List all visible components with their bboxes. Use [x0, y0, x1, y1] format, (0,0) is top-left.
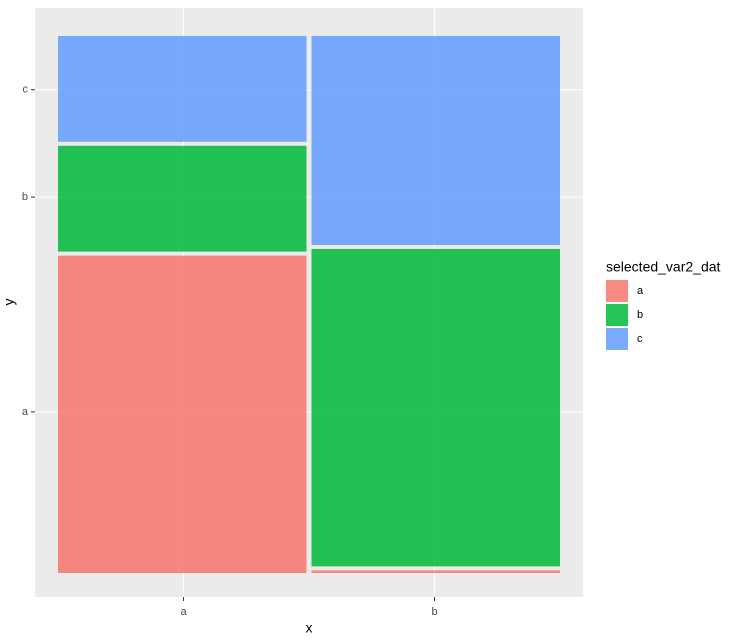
x-tick-label: a — [180, 606, 187, 618]
mosaic-tile — [58, 145, 307, 252]
legend-label: c — [637, 333, 643, 345]
mosaic-tile — [58, 255, 307, 573]
y-tick-label: c — [23, 84, 29, 96]
legend-key — [606, 280, 628, 302]
y-axis-title: y — [1, 299, 17, 306]
x-axis-title: x — [306, 620, 313, 636]
legend-key — [606, 304, 628, 326]
x-tick-label: b — [431, 606, 437, 618]
legend-label: a — [637, 285, 644, 297]
mosaic-tile — [311, 36, 560, 245]
y-tick-label: b — [22, 191, 28, 203]
y-tick-label: a — [22, 406, 29, 418]
legend-label: b — [637, 309, 643, 321]
mosaic-tile — [311, 570, 560, 573]
mosaic-tile — [311, 248, 560, 567]
mosaic-tile — [58, 36, 307, 142]
legend-key — [606, 328, 628, 350]
legend-title: selected_var2_dat — [606, 259, 721, 275]
